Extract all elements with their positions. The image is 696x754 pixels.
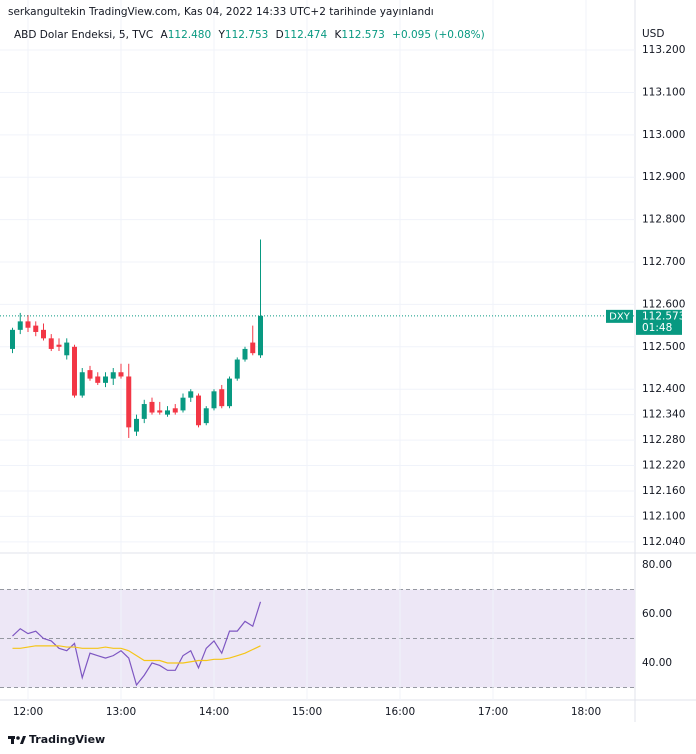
candle-body	[110, 372, 116, 379]
y-tick-label: 112.800	[642, 214, 685, 226]
y-tick-label: 112.220	[642, 460, 685, 472]
countdown-text: 01:48	[642, 322, 672, 334]
logo-text: TradingView	[29, 733, 106, 746]
y-tick-label: 60.00	[642, 608, 672, 620]
y-tick-label: 112.280	[642, 434, 685, 446]
candle-body	[33, 325, 39, 332]
footer: TradingView	[8, 733, 105, 746]
y-tick-label: 112.700	[642, 256, 685, 268]
publish-header: serkangultekin TradingView.com, Kas 04, …	[8, 6, 434, 18]
currency: USD	[642, 28, 664, 40]
y-tick-label: 112.600	[642, 298, 685, 310]
candle-body	[17, 321, 23, 330]
candle-body	[258, 315, 263, 356]
logo-icon	[8, 736, 26, 744]
ohlc-key: A	[160, 29, 168, 41]
symbol-tag-text: DXY	[609, 311, 631, 322]
candle-body	[165, 410, 170, 415]
y-tick-label: 112.400	[642, 383, 685, 395]
x-tick-label: 16:00	[385, 706, 415, 718]
indicator-line	[12, 601, 262, 687]
candle-body	[79, 372, 85, 396]
x-tick-label: 13:00	[106, 706, 136, 718]
x-tick-label: 12:00	[13, 706, 43, 718]
x-tick-label: 18:00	[571, 706, 601, 718]
y-tick-label: 113.100	[642, 86, 685, 98]
ohlc-value: 112.474	[283, 29, 328, 41]
candle-body	[87, 370, 93, 379]
ohlc-key: D	[275, 29, 284, 41]
candle-body	[103, 376, 108, 383]
ohlc-value: 112.480	[167, 29, 212, 41]
y-tick-label: 112.500	[642, 341, 685, 353]
candle-body	[196, 395, 201, 426]
y-tick-label: 112.040	[642, 536, 685, 548]
candle-body	[10, 329, 15, 349]
candle-body	[64, 342, 70, 356]
candle-body	[141, 404, 147, 419]
candle-body	[48, 338, 54, 349]
y-tick-label: 40.00	[642, 657, 672, 669]
candle-body	[250, 342, 256, 354]
x-tick-label: 17:00	[478, 706, 508, 718]
candle-body	[227, 378, 232, 407]
candle-body	[188, 391, 194, 398]
candle-body	[95, 376, 101, 383]
y-tick-label: 112.160	[642, 485, 685, 497]
y-tick-label: 112.900	[642, 171, 685, 183]
candle-body	[126, 376, 132, 428]
candle-body	[118, 372, 124, 377]
candle-body	[25, 321, 31, 328]
candle-body	[234, 359, 240, 379]
ohlc-value: 112.753	[224, 29, 269, 41]
y-tick-label: 113.200	[642, 44, 685, 56]
price-tag-text: 112.573	[642, 310, 685, 322]
y-tick-label: 112.100	[642, 510, 685, 522]
x-tick-label: 15:00	[292, 706, 322, 718]
ohlc-value: 112.573	[341, 29, 385, 41]
candle-body	[172, 408, 178, 413]
candle-body	[41, 329, 46, 339]
ohlc-key: K	[334, 29, 342, 41]
candle-body	[72, 346, 77, 396]
candle-body	[203, 408, 209, 424]
change: +0.095 (+0.08%)	[392, 29, 485, 41]
ohlc-key: Y	[218, 29, 225, 41]
candle-body	[180, 397, 186, 411]
candle-body	[149, 401, 155, 413]
candle-body	[134, 418, 139, 432]
legend: ABD Dolar Endeksi, 5, TVC A112.480 Y112.…	[14, 29, 489, 41]
symbol: ABD Dolar Endeksi, 5, TVC	[14, 29, 154, 41]
indicator-line	[12, 645, 261, 664]
candle-body	[242, 348, 248, 360]
y-tick-label: 113.000	[642, 129, 685, 141]
x-tick-label: 14:00	[199, 706, 229, 718]
price-tag	[636, 309, 682, 335]
candle-body	[157, 410, 163, 413]
y-tick-label: 112.340	[642, 409, 685, 421]
candle-body	[56, 344, 62, 347]
candle-body	[211, 391, 217, 409]
candle-body	[219, 389, 225, 407]
symbol-tag	[606, 309, 633, 323]
y-tick-label: 80.00	[642, 559, 672, 571]
